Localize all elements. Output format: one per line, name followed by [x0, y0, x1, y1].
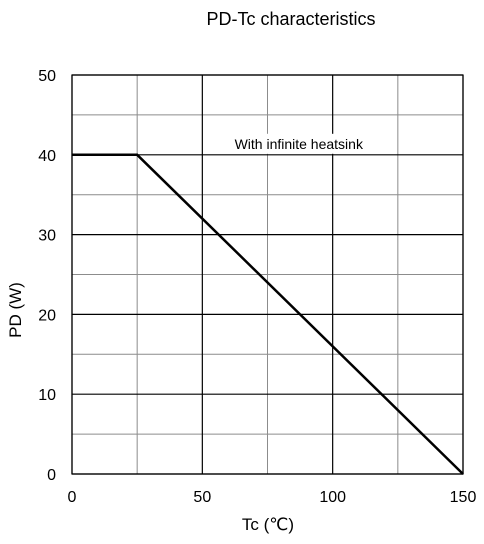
plot-frame	[71, 74, 464, 475]
x-tick-label: 100	[319, 489, 346, 506]
annotation-layer: With infinite heatsink	[230, 133, 368, 154]
y-tick-label: 20	[38, 307, 56, 324]
tick-labels: 0 50 100 150 0 10 20 30 40 50	[38, 68, 476, 506]
y-tick-label: 50	[38, 68, 56, 85]
series-layer	[72, 153, 464, 475]
x-tick-label: 0	[68, 489, 77, 506]
y-tick-label: 0	[47, 467, 56, 484]
y-tick-label: 10	[38, 387, 56, 404]
x-axis-label: Tc (℃)	[242, 515, 294, 534]
annotation-label: With infinite heatsink	[235, 136, 364, 152]
annotation: With infinite heatsink	[230, 133, 368, 154]
y-tick-label: 30	[38, 228, 56, 245]
x-tick-label: 150	[450, 489, 477, 506]
y-axis-label: PD (W)	[6, 282, 25, 338]
x-tick-label: 50	[193, 489, 211, 506]
series-line	[72, 153, 464, 475]
chart-title: PD-Tc characteristics	[206, 9, 375, 29]
y-tick-label: 40	[38, 148, 56, 165]
annotation-background	[230, 133, 368, 154]
